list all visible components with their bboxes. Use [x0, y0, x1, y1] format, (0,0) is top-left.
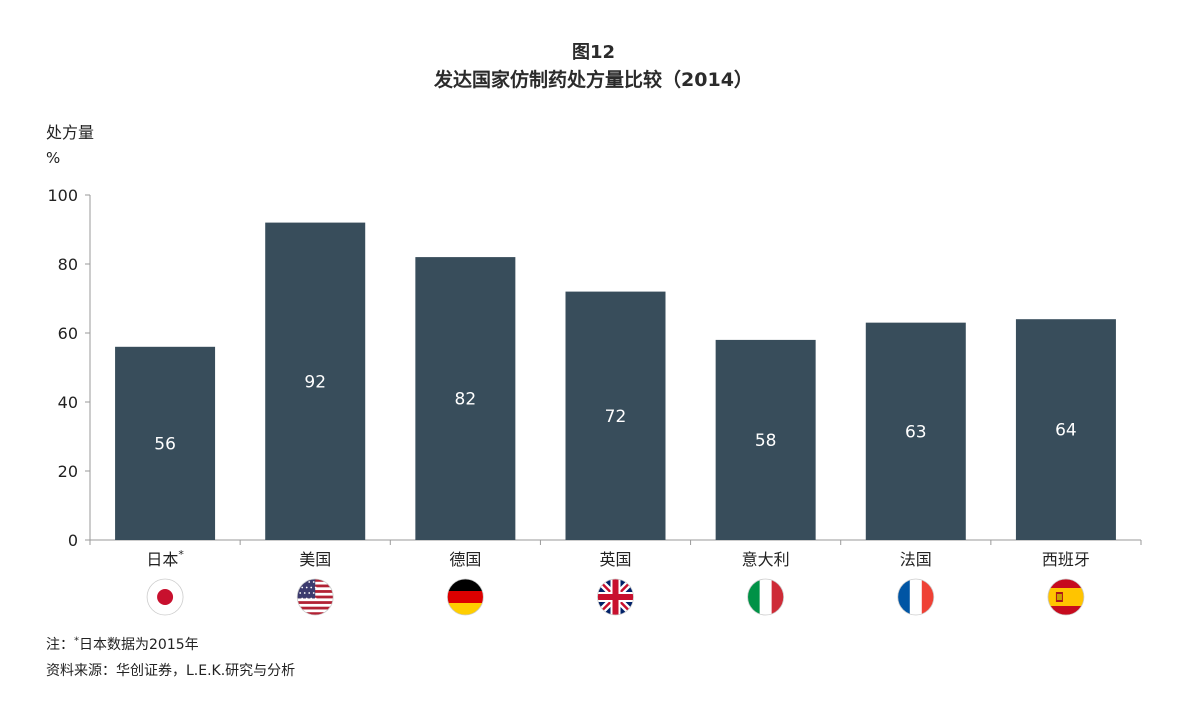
y-tick-label: 80 — [58, 255, 78, 274]
spain-flag-icon — [1047, 578, 1085, 616]
japan-flag-icon — [146, 578, 184, 616]
y-tick-label: 0 — [68, 531, 78, 550]
footnote-text: 日本数据为2015年 — [79, 637, 199, 653]
uk-flag-icon — [597, 578, 634, 616]
france-flag-icon — [897, 578, 935, 616]
bar-value-label: 82 — [455, 390, 477, 410]
x-tick-label: 德国 — [449, 550, 481, 569]
footnote-note: 注：*日本数据为2015年 — [46, 634, 199, 654]
chart-title-block: 图12 发达国家仿制药处方量比较（2014） — [0, 40, 1187, 94]
y-tick-label: 40 — [58, 393, 78, 412]
bar — [415, 257, 516, 540]
bar-value-label: 56 — [154, 434, 176, 454]
bar — [865, 322, 966, 540]
bar — [1015, 319, 1116, 540]
x-tick-label: 西班牙 — [1042, 550, 1090, 569]
usa-flag-icon — [296, 578, 334, 616]
bar-value-label: 72 — [605, 407, 627, 427]
y-tick-label: 60 — [58, 324, 78, 343]
bar — [115, 346, 216, 540]
x-tick-label: 意大利 — [742, 550, 790, 569]
y-tick-label: 20 — [58, 462, 78, 481]
y-axis-unit: % — [46, 149, 61, 167]
footnote-source: 资料来源：华创证券，L.E.K.研究与分析 — [46, 663, 296, 679]
x-tick-label: 日本* — [146, 548, 184, 569]
y-axis-title: 处方量 — [46, 123, 95, 142]
germany-flag-icon — [446, 578, 484, 616]
x-tick-label: 英国 — [599, 550, 631, 569]
x-tick-label: 美国 — [299, 550, 331, 569]
bar-value-label: 92 — [304, 372, 326, 392]
chart-title: 发达国家仿制药处方量比较（2014） — [434, 69, 753, 91]
italy-flag-icon — [747, 578, 785, 616]
x-tick-label: 法国 — [900, 550, 932, 569]
bar — [565, 291, 666, 540]
bar-value-label: 58 — [755, 431, 777, 451]
bar-value-label: 63 — [905, 422, 927, 442]
y-tick-label: 100 — [47, 186, 78, 205]
bar — [715, 339, 816, 540]
footnote-mark: * — [74, 635, 79, 647]
footnote-prefix: 注： — [46, 637, 74, 653]
x-tick-label-mark: * — [178, 548, 184, 561]
figure-number: 图12 — [571, 42, 616, 63]
bar — [265, 222, 366, 540]
bar-value-label: 64 — [1055, 421, 1077, 441]
